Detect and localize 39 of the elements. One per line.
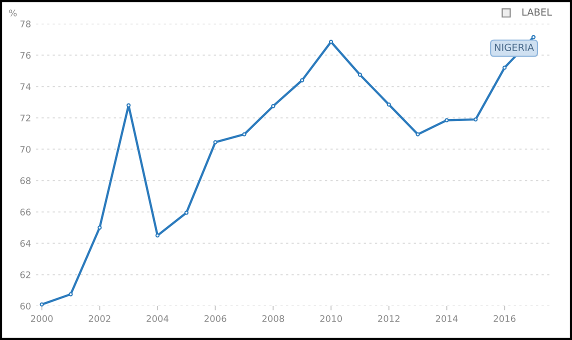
y-tick-label: 70 (20, 146, 31, 153)
point (271, 104, 276, 108)
text: LABEL (522, 8, 552, 16)
point (213, 140, 218, 144)
point (474, 117, 478, 122)
x-tick-label: 2008 (262, 315, 284, 322)
y-tick-label: 60 (20, 302, 31, 310)
x-tick-label: 2000 (30, 315, 53, 322)
y-tick-label: 78 (20, 20, 31, 28)
y-tick-label: 76 (20, 52, 31, 59)
x-tick-label: 2016 (494, 315, 516, 322)
y-axis-title: % (9, 10, 17, 16)
point (328, 40, 334, 44)
point (531, 35, 536, 40)
x-tick-label: 2002 (88, 315, 110, 322)
point (98, 226, 102, 230)
point (358, 72, 362, 77)
y-tick-label: 62 (20, 271, 30, 278)
point (40, 302, 44, 307)
x-tick-label: 2004 (146, 315, 168, 322)
x-tick-label: 2010 (320, 315, 342, 322)
point (68, 292, 73, 296)
point (502, 66, 507, 70)
point (300, 78, 304, 82)
point (242, 132, 246, 136)
point (416, 132, 420, 136)
series-label: NIGERIA (494, 44, 534, 52)
y-tick-label: 68 (20, 177, 31, 184)
y-tick-label: 66 (20, 208, 31, 216)
x-tick-label: 2012 (378, 315, 400, 322)
point (126, 103, 131, 108)
y-tick-label: 74 (20, 83, 31, 90)
y-tick-label: 64 (20, 240, 31, 247)
x-tick-label: 2006 (204, 315, 226, 322)
y-tick-label: 72 (20, 114, 30, 122)
point (184, 210, 189, 215)
x-tick-label: 2014 (436, 315, 458, 322)
point (444, 118, 449, 122)
point (386, 102, 391, 107)
